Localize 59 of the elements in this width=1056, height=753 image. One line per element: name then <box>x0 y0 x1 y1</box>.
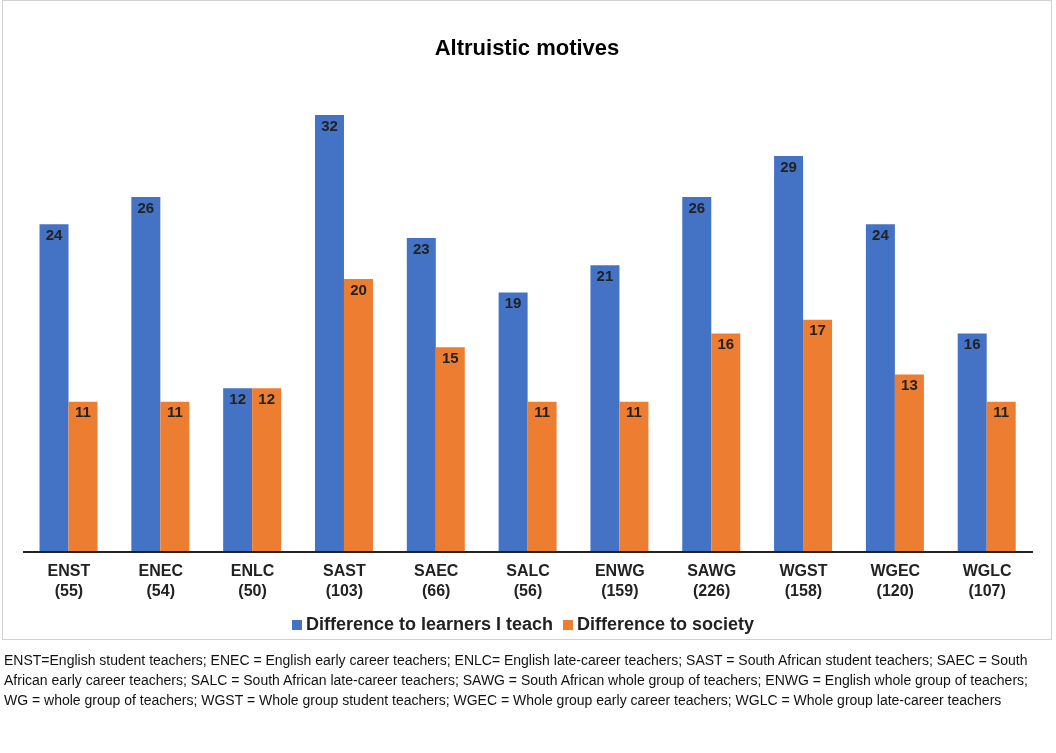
chart-title: Altruistic motives <box>433 34 621 62</box>
legend-label: Difference to society <box>577 614 755 634</box>
bar <box>252 388 282 552</box>
bar <box>160 401 190 552</box>
bar <box>957 333 987 552</box>
data-label: 11 <box>626 403 642 421</box>
data-label: 29 <box>780 157 797 175</box>
x-tick-label: ENEC (54) <box>138 562 184 599</box>
bar <box>527 401 557 552</box>
bar <box>131 196 161 552</box>
data-label: 19 <box>504 294 522 312</box>
data-label: 11 <box>534 403 551 421</box>
bar <box>894 374 924 552</box>
bar <box>343 278 373 552</box>
data-label: 24 <box>45 225 64 243</box>
bar <box>314 115 344 552</box>
data-label: 20 <box>350 280 367 298</box>
bar <box>223 388 253 552</box>
x-tick-label: ENST (55) <box>47 562 91 599</box>
data-label: 26 <box>137 198 155 216</box>
data-label: 11 <box>75 403 91 421</box>
bar <box>865 224 895 552</box>
data-label: 32 <box>321 116 338 134</box>
data-label: 16 <box>963 335 981 353</box>
x-tick-label: WGLC (107) <box>962 562 1012 599</box>
bar <box>803 319 833 552</box>
x-tick-label: ENLC (50) <box>230 562 275 599</box>
bar <box>774 155 804 552</box>
bar <box>406 237 436 552</box>
bar <box>39 224 69 552</box>
text: ENST=English student teachers; ENEC = English early career teachers; ENLC= English late-career teachers; SAST = South African student teachers; SAEC = South African early career teachers; SALC = South African late-career teachers; SAWG = South African whole group of teachers; ENWG = English whole group of teachers; WG = whole group of teachers; WGST = Whole group student teachers; WGEC = Whole group early career teachers; WGLC = Whole group late-career teachers <box>3 651 1029 710</box>
data-label: 11 <box>166 403 183 421</box>
x-tick-label: SAEC (66) <box>413 562 459 599</box>
data-label: 26 <box>688 198 706 216</box>
data-label: 21 <box>596 266 614 284</box>
data-label: 15 <box>441 348 459 366</box>
data-label: 17 <box>809 321 826 339</box>
bar <box>498 292 528 552</box>
bar <box>682 196 712 552</box>
x-tick-label: SALC (56) <box>506 562 551 599</box>
data-label: 12 <box>258 389 276 407</box>
bar <box>435 347 465 552</box>
legend-label: Difference to learners I teach <box>305 614 554 634</box>
bar <box>711 333 741 552</box>
data-label: 11 <box>993 403 1010 421</box>
data-label: 23 <box>412 239 430 257</box>
x-tick-label: WGEC (120) <box>870 562 921 599</box>
bar <box>619 401 649 552</box>
x-tick-label: WGST (158) <box>779 562 828 599</box>
x-tick-label: ENWG (159) <box>594 562 645 599</box>
bar <box>68 401 98 552</box>
x-tick-label: SAWG (226) <box>687 562 737 599</box>
bar <box>590 265 620 552</box>
bar <box>986 401 1016 552</box>
data-label: 13 <box>901 376 918 394</box>
data-label: 16 <box>717 335 735 353</box>
data-label: 12 <box>229 389 247 407</box>
data-label: 24 <box>872 225 890 243</box>
x-tick-label: SAST (103) <box>323 562 366 599</box>
